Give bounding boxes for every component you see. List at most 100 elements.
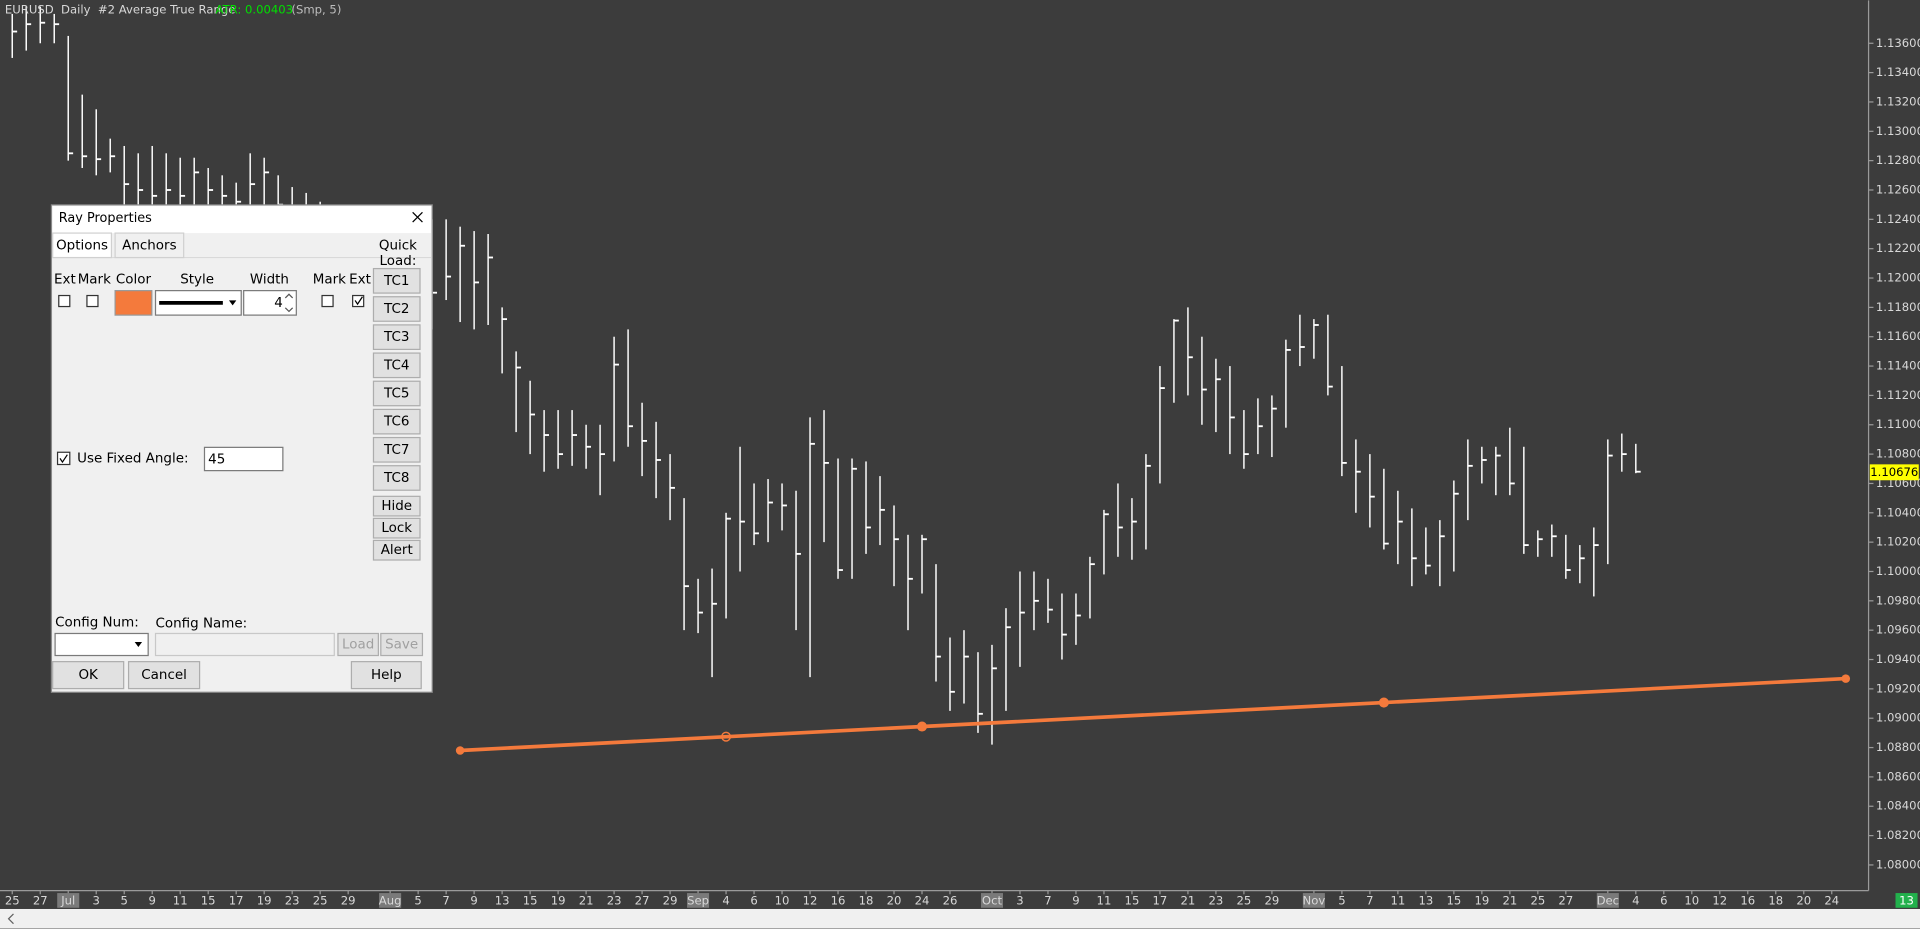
side-button-label: Alert bbox=[381, 543, 413, 558]
tab-label: Options bbox=[56, 238, 108, 253]
checkbox[interactable] bbox=[58, 294, 71, 308]
y-tick-label: 1.08200 bbox=[1876, 828, 1920, 842]
quick-button-label: TC2 bbox=[383, 302, 409, 317]
dialog-button[interactable] bbox=[127, 661, 201, 690]
fixed-angle-input[interactable] bbox=[203, 446, 284, 472]
load-button-label: Load bbox=[342, 638, 374, 653]
column-header: Mark bbox=[78, 273, 111, 288]
checkbox[interactable] bbox=[86, 294, 99, 308]
tab-label: Anchors bbox=[122, 238, 176, 253]
quick-button[interactable] bbox=[372, 267, 421, 294]
x-tick-label: 29 bbox=[1265, 894, 1280, 908]
x-tick-label: 26 bbox=[943, 894, 958, 908]
x-tick-label: 7 bbox=[1366, 894, 1373, 908]
x-tick-label: 7 bbox=[1044, 894, 1051, 908]
x-tick-label: 17 bbox=[229, 894, 244, 908]
ray-anchor[interactable] bbox=[721, 731, 732, 742]
x-tick-label: 27 bbox=[1558, 894, 1573, 908]
dialog-button[interactable] bbox=[350, 661, 422, 690]
ray-anchor[interactable] bbox=[916, 721, 928, 732]
quick-button[interactable] bbox=[372, 408, 421, 435]
config-name-label: Config Name: bbox=[156, 617, 248, 632]
scroll-left-arrow[interactable] bbox=[7, 913, 14, 925]
x-tick-label: Oct bbox=[982, 894, 1003, 908]
dialog-button[interactable] bbox=[52, 661, 125, 690]
y-tick-label: 1.08400 bbox=[1876, 799, 1920, 813]
y-tick-label: 1.09200 bbox=[1876, 681, 1920, 695]
scrollbar[interactable] bbox=[0, 908, 1920, 929]
width-spinner[interactable] bbox=[243, 290, 297, 316]
dialog: Ray Properties 4 Use Fixed Angle: 45 Con… bbox=[50, 204, 433, 693]
quick-button[interactable] bbox=[372, 296, 421, 322]
tab-active[interactable] bbox=[52, 232, 113, 259]
width-value: 4 bbox=[274, 296, 283, 311]
spinner-arrows[interactable] bbox=[284, 293, 294, 313]
x-tick-label: Nov bbox=[1303, 894, 1326, 908]
quick-button[interactable] bbox=[372, 324, 421, 351]
x-tick-label: 18 bbox=[859, 894, 874, 908]
x-tick-label: 27 bbox=[635, 894, 650, 908]
x-tick-label: 24 bbox=[1824, 894, 1839, 908]
indicator-value: ATR: 0.00403 bbox=[216, 3, 294, 17]
quick-button-label: TC5 bbox=[383, 386, 409, 401]
quick-button[interactable] bbox=[372, 380, 421, 407]
side-button[interactable] bbox=[372, 539, 421, 561]
fixed-angle-checkbox[interactable] bbox=[56, 451, 71, 466]
x-tick-label: 10 bbox=[775, 894, 790, 908]
x-tick-label: 23 bbox=[607, 894, 622, 908]
last-price: 1.10676 bbox=[1870, 465, 1918, 479]
ray[interactable] bbox=[460, 676, 1846, 753]
close-button[interactable] bbox=[412, 211, 423, 223]
x-tick-label: 4 bbox=[722, 894, 729, 908]
y-tick-label: 1.11800 bbox=[1876, 300, 1920, 314]
quick-button[interactable] bbox=[372, 352, 421, 379]
x-tick-label: Aug bbox=[379, 894, 402, 908]
y-tick-label: 1.11000 bbox=[1876, 417, 1920, 431]
month-marker bbox=[1596, 893, 1619, 908]
ray-endpoint[interactable] bbox=[1841, 674, 1851, 683]
side-button[interactable] bbox=[372, 495, 421, 517]
dropdown-arrow bbox=[134, 642, 143, 647]
x-tick-label: 27 bbox=[33, 894, 48, 908]
x-tick-label: 25 bbox=[1530, 894, 1545, 908]
quick-load-label: Quick bbox=[379, 238, 417, 253]
y-tick-label: 1.13200 bbox=[1876, 94, 1920, 108]
config-name-input[interactable] bbox=[154, 632, 335, 657]
quick-button[interactable] bbox=[372, 465, 421, 491]
check-mark bbox=[59, 454, 68, 464]
side-button[interactable] bbox=[372, 517, 421, 539]
save-button[interactable] bbox=[380, 632, 424, 657]
y-tick-label: 1.13400 bbox=[1876, 65, 1920, 79]
config-num-dropdown[interactable] bbox=[54, 632, 149, 657]
dialog-button-label: Help bbox=[371, 668, 402, 683]
ray-endpoint[interactable] bbox=[455, 746, 465, 755]
dialog-titlebar bbox=[52, 206, 432, 234]
x-tick-label: 13 bbox=[495, 894, 510, 908]
x-tick-label: 9 bbox=[1072, 894, 1079, 908]
quick-button-label: TC1 bbox=[383, 274, 409, 289]
countdown-box bbox=[1895, 893, 1918, 908]
column-header: Style bbox=[180, 273, 214, 288]
color-swatch[interactable] bbox=[114, 290, 153, 316]
quick-button[interactable] bbox=[372, 436, 421, 463]
y-tick-label: 1.08800 bbox=[1876, 740, 1920, 754]
x-tick-label: 11 bbox=[1390, 894, 1405, 908]
x-tick-label: Sep bbox=[687, 894, 709, 908]
checkbox[interactable] bbox=[352, 294, 365, 308]
checkbox[interactable] bbox=[321, 294, 334, 308]
x-tick-label: 5 bbox=[1338, 894, 1345, 908]
x-tick-label: 16 bbox=[831, 894, 846, 908]
y-tick-label: 1.10200 bbox=[1876, 535, 1920, 549]
quick-button-label: TC4 bbox=[383, 358, 409, 373]
load-button[interactable] bbox=[337, 632, 379, 657]
column-header: Ext bbox=[349, 273, 371, 288]
column-header: Color bbox=[116, 273, 152, 288]
x-tick-label: 6 bbox=[750, 894, 757, 908]
x-tick-label: 23 bbox=[285, 894, 300, 908]
y-tick-label: 1.11200 bbox=[1876, 388, 1920, 402]
x-tick-label: 18 bbox=[1768, 894, 1783, 908]
tab[interactable] bbox=[114, 232, 185, 259]
ray-anchor[interactable] bbox=[1378, 697, 1389, 708]
check-mark bbox=[354, 296, 363, 306]
quick-button-label: TC6 bbox=[383, 415, 409, 430]
